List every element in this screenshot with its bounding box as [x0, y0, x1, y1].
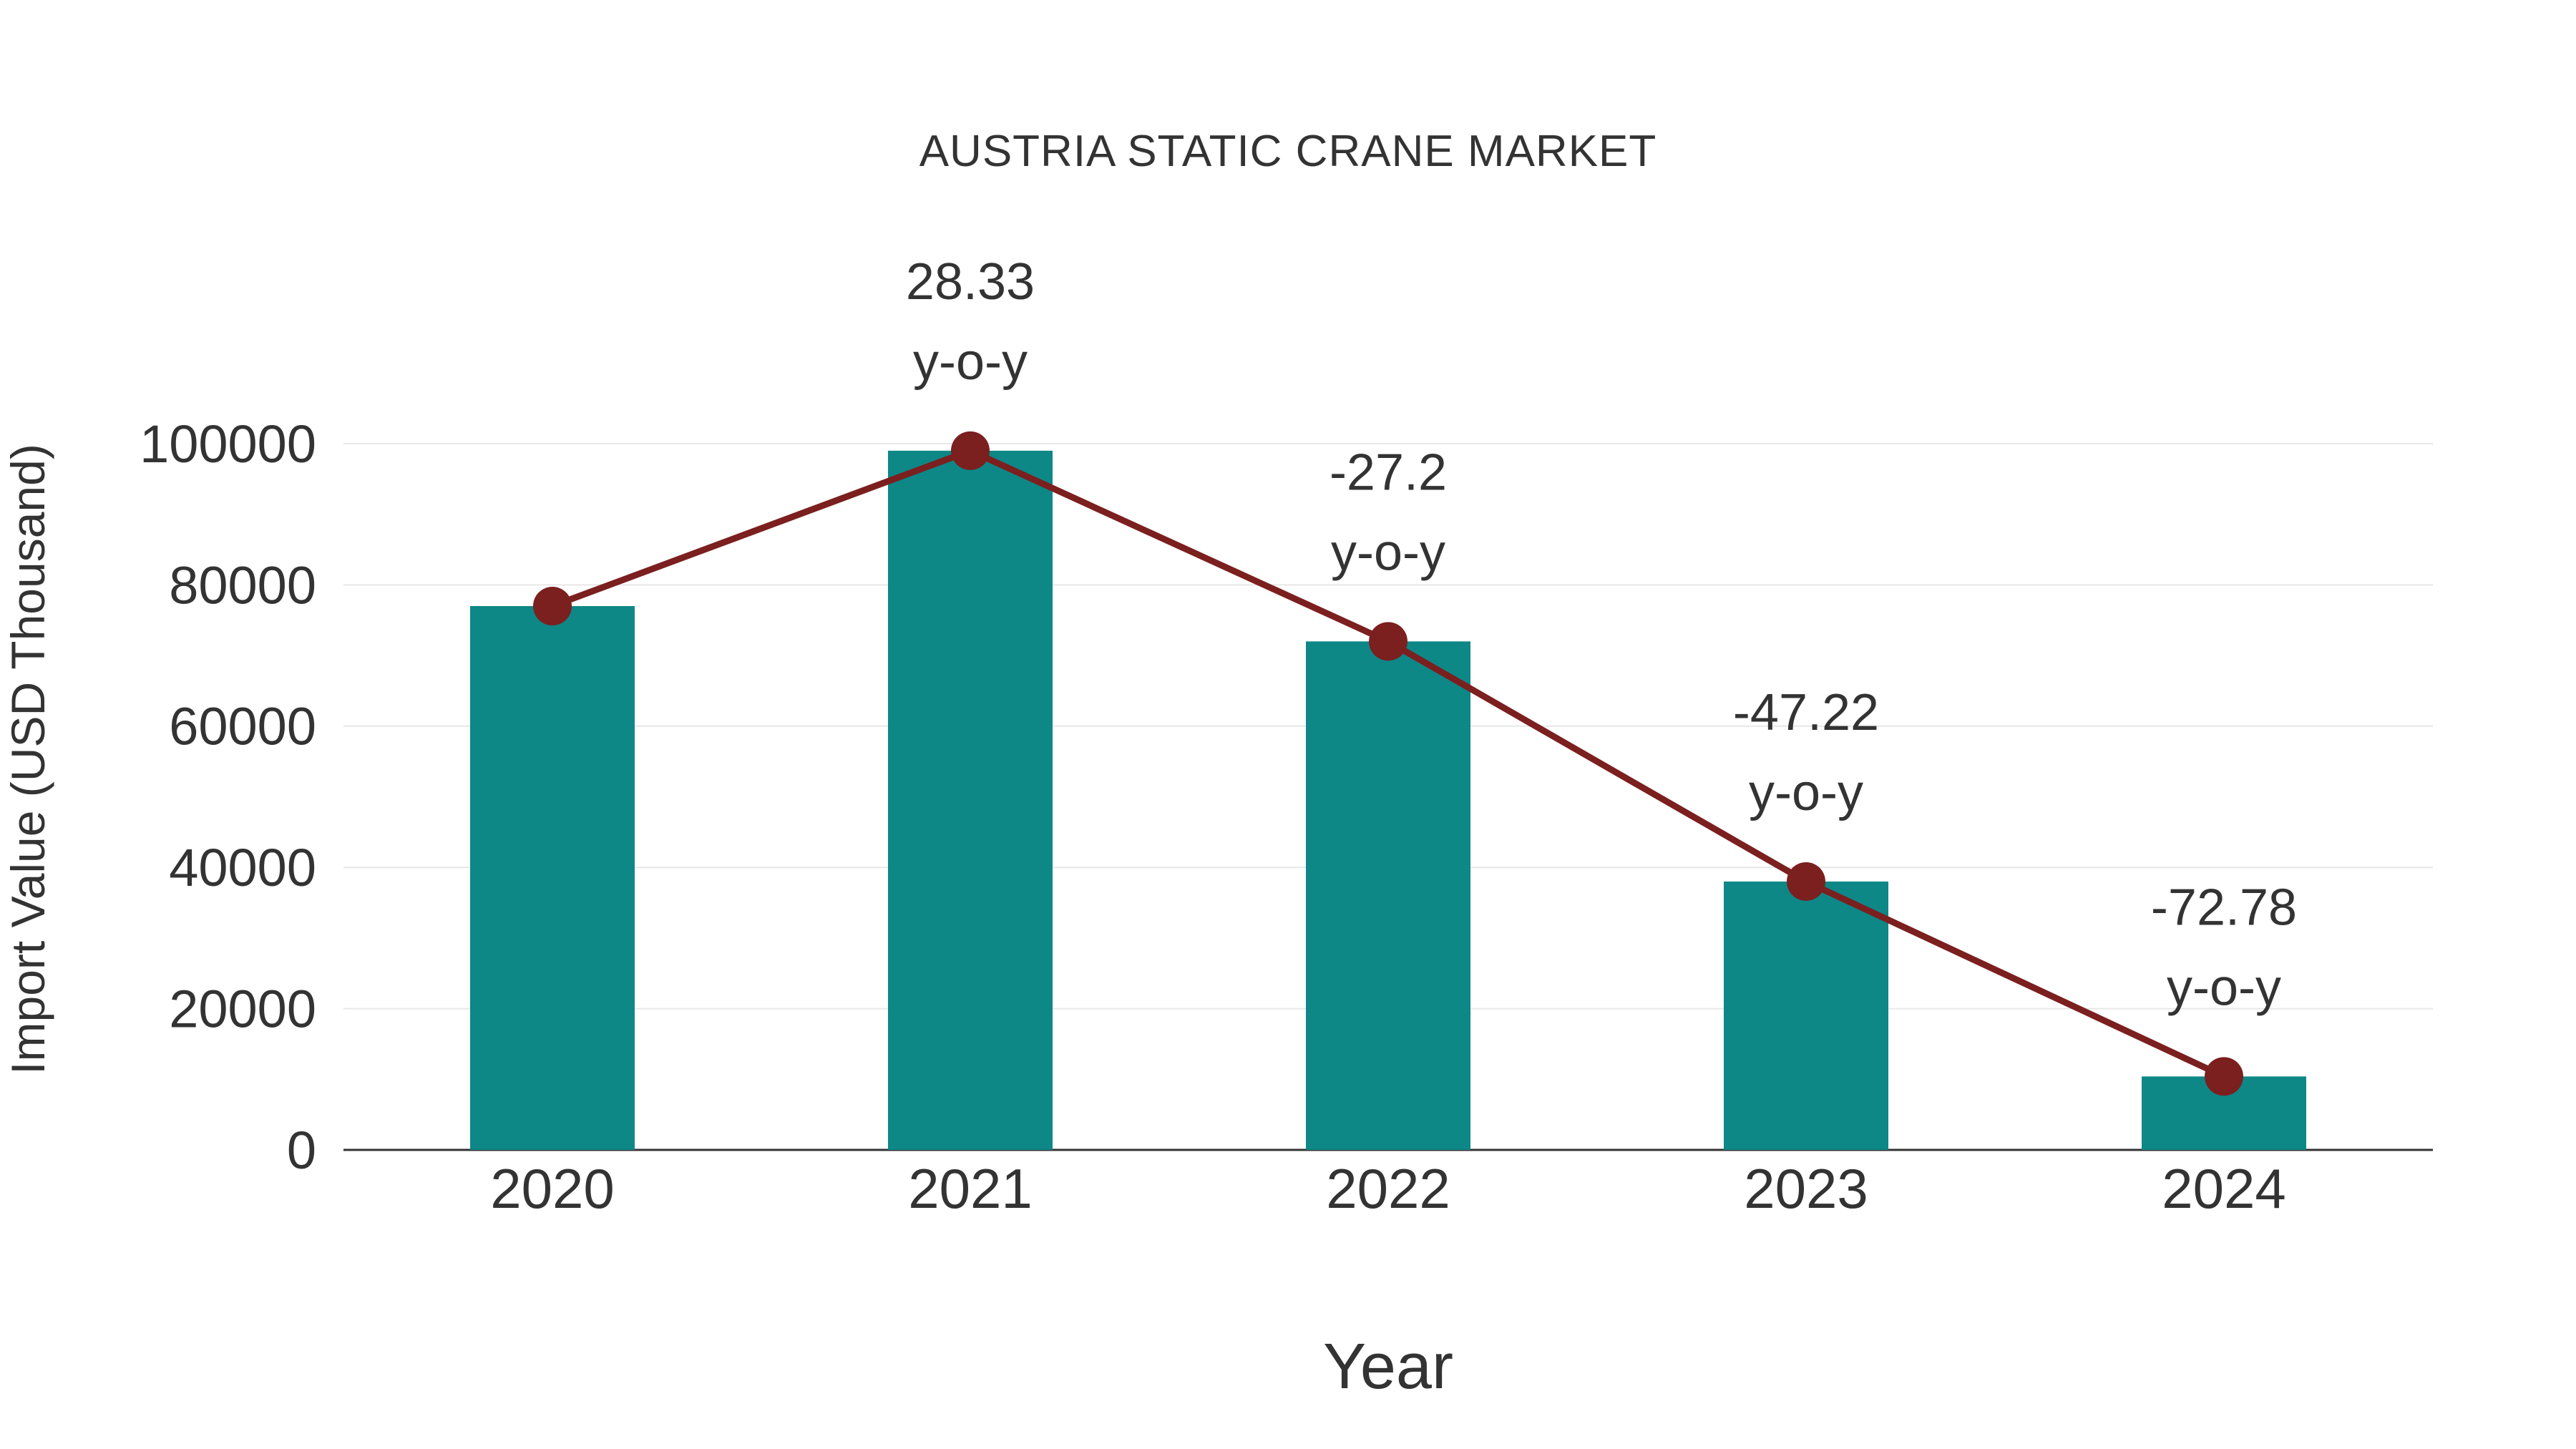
x-tick-label: 2021 [908, 1157, 1033, 1220]
trend-marker-2020 [533, 587, 572, 626]
chart-title: AUSTRIA STATIC CRANE MARKET [919, 127, 1657, 176]
x-tick-label: 2024 [2162, 1157, 2286, 1220]
y-tick-label: 100000 [140, 414, 316, 474]
y-tick-label: 0 [287, 1121, 316, 1180]
y-tick-label: 60000 [169, 697, 316, 756]
annotation-value: -27.2 [1330, 444, 1447, 501]
annotation-value: 28.33 [906, 253, 1035, 311]
y-axis-label: Import Value (USD Thousand) [1, 444, 54, 1075]
bar-2020 [470, 606, 635, 1150]
y-tick-label: 20000 [169, 980, 316, 1039]
bar-2023 [1724, 881, 1888, 1150]
annotation-suffix: y-o-y [1331, 524, 1445, 581]
annotation-suffix: y-o-y [913, 333, 1028, 391]
y-tick-label: 40000 [169, 838, 316, 897]
annotation-suffix: y-o-y [1749, 764, 1863, 821]
trend-marker-2021 [951, 431, 990, 470]
bar-2021 [888, 450, 1053, 1150]
annotation-value: -72.78 [2151, 879, 2297, 936]
trend-marker-2024 [2205, 1057, 2243, 1096]
y-tick-label: 80000 [169, 555, 316, 615]
x-tick-label: 2023 [1744, 1157, 1868, 1220]
annotation-value: -47.22 [1733, 684, 1879, 741]
x-axis-label: Year [1323, 1331, 1453, 1402]
x-tick-label: 2020 [490, 1157, 615, 1220]
annotation-suffix: y-o-y [2167, 959, 2281, 1016]
trend-marker-2023 [1787, 862, 1825, 901]
x-tick-label: 2022 [1326, 1157, 1450, 1220]
bar-2022 [1306, 641, 1470, 1150]
trend-marker-2022 [1369, 622, 1407, 661]
